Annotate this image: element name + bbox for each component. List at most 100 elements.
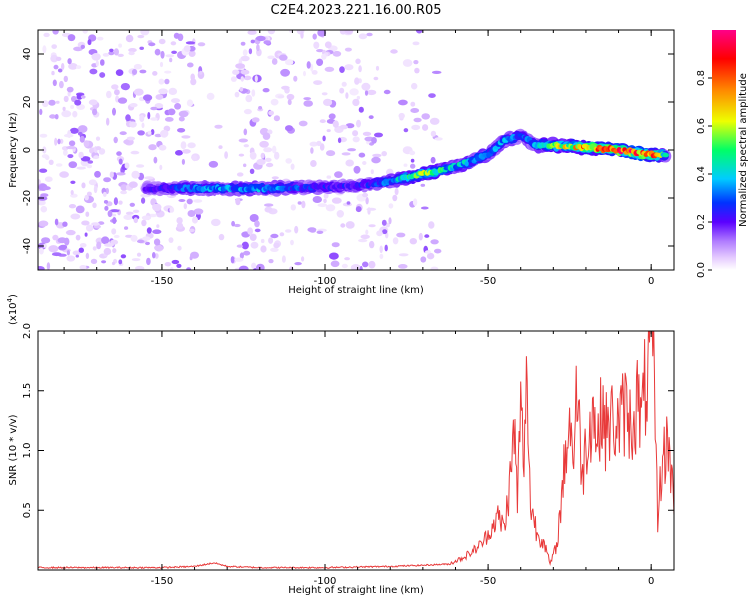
- spectrogram-noise-blob: [100, 59, 105, 66]
- spectrogram-noise-blob: [128, 51, 135, 56]
- spectrogram-noise-blob: [109, 209, 120, 213]
- spectrogram-noise-blob: [385, 222, 391, 228]
- spectrogram-noise-blob: [426, 252, 435, 260]
- spectrogram-noise-blob: [300, 31, 304, 39]
- spectrogram-noise-blob: [158, 88, 168, 95]
- spectrogram-noise-blob: [39, 168, 48, 173]
- spectrogram-noise-blob: [409, 150, 416, 156]
- spectrogram-noise-blob: [68, 204, 77, 209]
- spectrogram-noise-blob: [117, 97, 128, 104]
- spectrogram-noise-blob: [118, 43, 122, 48]
- spectrogram-noise-blob: [154, 244, 164, 251]
- spectrogram-noise-blob: [79, 135, 85, 143]
- spectrogram-noise-blob: [344, 257, 350, 261]
- spectrogram-noise-blob: [40, 205, 48, 213]
- spectrogram-noise-blob: [103, 247, 112, 256]
- spectrogram-noise-blob: [111, 228, 117, 235]
- spectrogram-noise-blob: [139, 46, 144, 50]
- spectrogram-noise-blob: [63, 237, 70, 246]
- spectrogram-noise-blob: [301, 256, 305, 262]
- spectrogram-noise-blob: [48, 159, 54, 165]
- snr-series-line: [38, 331, 674, 570]
- spectrogram-noise-blob: [346, 201, 351, 205]
- spectrogram-noise-blob: [174, 103, 182, 110]
- snr-panel: -150 -100 -50 0 0.5 1.0 1.5 2.0 Height of stra…: [6, 294, 675, 596]
- spectrogram-noise-blob: [141, 215, 152, 221]
- spectrogram-noise-blob: [72, 250, 81, 256]
- colorbar-tick-label: 0.4: [696, 166, 707, 182]
- spectrogram-noise-blob: [310, 160, 317, 167]
- spectrogram-noise-blob: [324, 66, 335, 72]
- spectrogram-noise-blob: [140, 30, 150, 36]
- spectrogram-noise-blob: [323, 198, 327, 204]
- spectrogram-noise-blob: [148, 144, 157, 151]
- spectrogram-noise-blob: [160, 129, 169, 138]
- spectrogram-noise-blob: [116, 151, 122, 156]
- snr-y-label: SNR (10 * v/v): [8, 414, 19, 485]
- spectrogram-noise-blob: [150, 129, 155, 135]
- spectrogram-noise-blob: [298, 120, 308, 127]
- spectrogram-noise-blob: [81, 182, 86, 189]
- spectrogram-noise-blob: [420, 183, 426, 187]
- spectrogram-noise-blob: [75, 254, 80, 258]
- spectrogram-noise-blob: [339, 124, 348, 130]
- spectrogram-noise-blob: [177, 245, 182, 251]
- spectrogram-noise-blob: [85, 252, 90, 259]
- spectrogram-noise-blob: [57, 138, 61, 145]
- spectrogram-noise-blob: [178, 110, 189, 118]
- spectrogram-noise-blob: [129, 121, 137, 128]
- spectrogram-noise-blob: [164, 78, 170, 85]
- spectrogram-noise-blob: [69, 127, 79, 134]
- spectrogram-noise-blob: [254, 220, 260, 228]
- spectrogram-noise-blob: [264, 203, 274, 207]
- spectrogram-noise-blob: [234, 91, 240, 98]
- spectrogram-noise-blob: [192, 216, 198, 224]
- spectrogram-noise-blob: [178, 199, 186, 202]
- spectrogram-noise-blob: [171, 259, 180, 265]
- spectrogram-noise-blob: [143, 94, 153, 101]
- spectrogram-noise-blob: [83, 140, 90, 148]
- spectrogram-noise-blob: [396, 232, 406, 238]
- spectrogram-noise-blob: [113, 136, 118, 144]
- spectrogram-noise-blob: [115, 172, 126, 176]
- spectrogram-noise-blob: [249, 151, 257, 160]
- spectrogram-noise-blob: [131, 69, 138, 75]
- spectrogram-noise-blob: [250, 39, 255, 44]
- spectrogram-noise-blob: [285, 158, 293, 164]
- spectrogram-noise-blob: [255, 263, 265, 270]
- spectrogram-noise-blob: [104, 205, 109, 211]
- spectrogram-noise-blob: [146, 257, 151, 266]
- spectrogram-noise-blob: [106, 90, 112, 99]
- spectrogram-noise-blob: [355, 206, 362, 213]
- spectrogram-noise-blob: [243, 250, 251, 256]
- spectrogram-noise-blob: [91, 222, 100, 226]
- spectrogram-noise-blob: [248, 48, 253, 55]
- spectrogram-noise-blob: [254, 75, 258, 83]
- spectrogram-noise-blob: [187, 142, 196, 149]
- spectrogram-noise-blob: [287, 99, 292, 106]
- spectrogram-noise-blob: [353, 165, 361, 174]
- spectrogram-noise-blob: [430, 266, 439, 270]
- spectrogram-noise-blob: [249, 214, 259, 222]
- spectrogram-noise-blob: [310, 147, 314, 154]
- spectrogram-noise-blob: [139, 69, 147, 74]
- spectrogram-noise-blob: [429, 117, 440, 125]
- spectrogram-noise-blob: [412, 198, 418, 206]
- spectrogram-noise-blob: [68, 140, 76, 147]
- spectrogram-noise-blob: [66, 86, 74, 93]
- figure-title: C2E4.2023.221.16.00.R05: [270, 3, 441, 18]
- spectrogram-noise-blob: [341, 263, 348, 269]
- spectrogram-noise-blob: [403, 163, 408, 167]
- spectrogram-noise-blob: [365, 229, 369, 235]
- spectrogram-noise-blob: [230, 256, 235, 264]
- spectrogram-noise-blob: [72, 110, 78, 118]
- spectrogram-noise-blob: [316, 49, 324, 53]
- spectrogram-noise-blob: [341, 152, 351, 156]
- spectrogram-noise-blob: [117, 53, 124, 58]
- spectrogram-noise-blob: [418, 232, 423, 241]
- spectrogram-noise-blob: [345, 221, 355, 229]
- spectrogram-noise-blob: [75, 205, 85, 214]
- spectrogram-noise-blob: [271, 58, 278, 65]
- spectrogram-noise-blob: [49, 114, 57, 119]
- spectrogram-noise-blob: [362, 161, 367, 165]
